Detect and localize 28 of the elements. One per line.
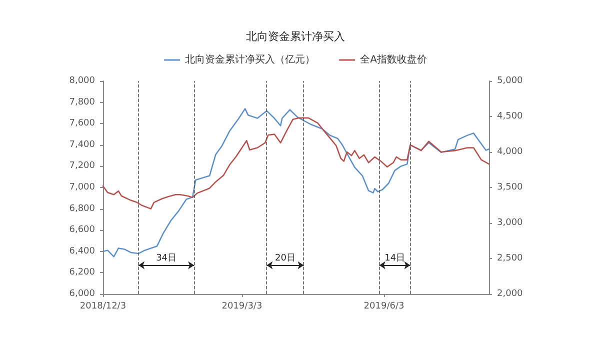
y-tick-label: 7,800 xyxy=(69,97,96,108)
y2-tick-label: 3,500 xyxy=(497,182,524,192)
y2-tick-label: 4,000 xyxy=(497,147,524,157)
annotation: 14日 xyxy=(384,254,406,264)
annotation: 20日 xyxy=(274,254,296,264)
chart-title: 北向资金累计净买入 xyxy=(246,30,345,43)
y-tick-label: 7,000 xyxy=(69,182,96,192)
y-tick-label: 6,400 xyxy=(69,246,96,256)
y2-tick-label: 3,000 xyxy=(497,218,524,228)
annotation: 34日 xyxy=(156,254,177,264)
y-tick-label: 7,200 xyxy=(69,161,96,172)
y-tick-label: 6,000 xyxy=(69,289,96,299)
y-tick-label: 6,600 xyxy=(69,225,96,236)
y-tick-label: 7,600 xyxy=(69,118,96,129)
legend-label: 北向资金累计净买入（亿元） xyxy=(185,54,316,66)
x-tick-label: 2018/12/3 xyxy=(80,302,126,312)
y2-tick-label: 4,500 xyxy=(497,112,524,122)
y2-tick-label: 5,000 xyxy=(497,76,524,86)
legend-label: 全A指数收盘价 xyxy=(360,54,427,66)
y2-tick-label: 2,000 xyxy=(497,289,524,299)
x-tick-label: 2019/3/3 xyxy=(222,302,262,312)
y-tick-label: 6,800 xyxy=(69,204,96,214)
y-tick-label: 6,200 xyxy=(69,268,96,278)
line-series xyxy=(102,117,490,210)
y-tick-label: 8,000 xyxy=(69,76,96,86)
y2-tick-label: 2,500 xyxy=(497,254,524,264)
x-tick-label: 2019/6/3 xyxy=(364,302,404,312)
y-tick-label: 7,400 xyxy=(69,140,96,150)
